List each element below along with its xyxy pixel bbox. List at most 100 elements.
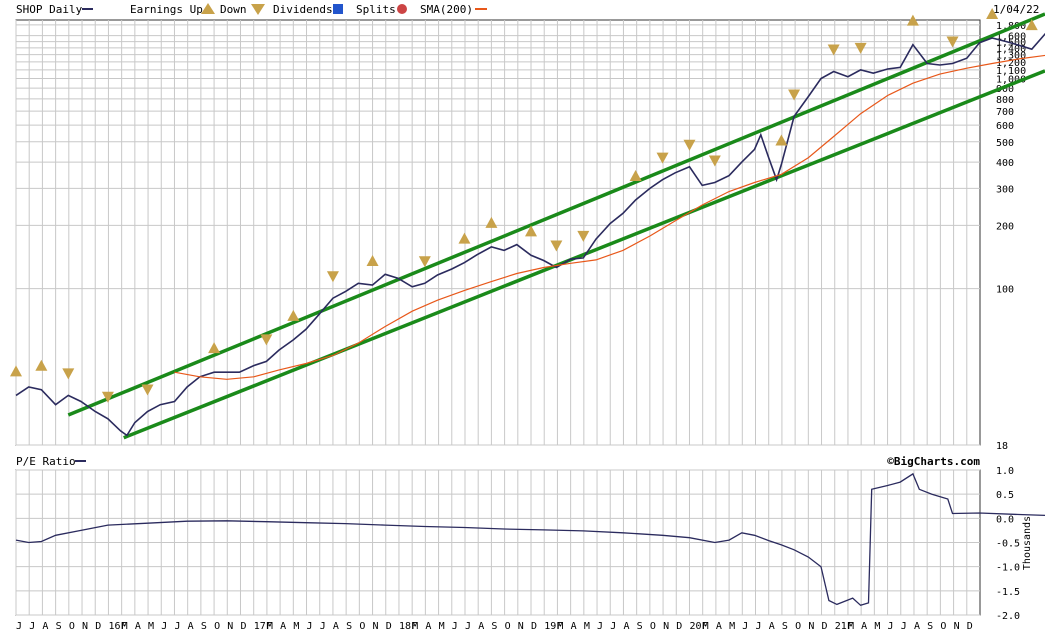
pe-line	[15, 472, 1045, 607]
x-tick-label: O	[650, 621, 656, 632]
x-tick-label: D	[822, 621, 828, 632]
x-tick-label: A	[478, 621, 484, 632]
x-tick-label: A	[716, 621, 722, 632]
x-tick-label: N	[373, 621, 379, 632]
x-tick-label: N	[82, 621, 88, 632]
earnings-down-icon	[577, 230, 590, 242]
earnings-up-icon	[458, 232, 471, 244]
price-y-axis: 1,8001,6001,5001,4001,3001,2001,1001,000…	[996, 21, 1026, 452]
y-tick-label: 0.0	[996, 514, 1014, 525]
x-tick-label: D	[240, 621, 246, 632]
x-tick-label: J	[597, 621, 603, 632]
x-tick-label: J	[320, 621, 326, 632]
x-tick-label: A	[280, 621, 286, 632]
x-tick-label: M	[412, 621, 418, 632]
x-tick-label: A	[861, 621, 867, 632]
x-tick-label: 16F	[108, 621, 126, 632]
x-tick-label: D	[967, 621, 973, 632]
pe-panel: P/E Ratio ©BigCharts.com 1.0 0.5 0.0 -0.5 -1…	[15, 453, 1045, 622]
earnings-down-icon	[854, 42, 867, 54]
x-tick-label: A	[914, 621, 920, 632]
x-tick-label: S	[56, 621, 62, 632]
trend-upper-line	[67, 12, 1045, 417]
x-tick-label: D	[676, 621, 682, 632]
earnings-up-icon	[366, 255, 379, 267]
earnings-down-icon	[946, 36, 959, 48]
x-tick-label: A	[188, 621, 194, 632]
earnings-up-icon	[10, 365, 22, 377]
earnings-down-icon	[827, 44, 840, 56]
earnings-up-icon	[525, 225, 538, 237]
y-tick-label: 200	[996, 221, 1014, 232]
x-tick-label: 21F	[835, 621, 853, 632]
earnings-up-icon	[906, 14, 919, 26]
x-tick-label: N	[954, 621, 960, 632]
x-tick-label: D	[95, 621, 101, 632]
legend-row: SHOP Daily Earnings Up Down Dividends Sp…	[16, 3, 1039, 16]
earnings-down-icon	[788, 89, 801, 101]
y-tick-label: 18	[996, 441, 1008, 452]
y-tick-label: 100	[996, 285, 1014, 296]
x-tick-label: M	[703, 621, 709, 632]
y-tick-label: 1,300	[996, 51, 1026, 62]
y-tick-label: 300	[996, 184, 1014, 195]
y-tick-label: 800	[996, 95, 1014, 106]
x-tick-label: M	[122, 621, 128, 632]
x-tick-label: A	[42, 621, 48, 632]
y-tick-label: -2.0	[996, 611, 1020, 622]
pe-legend-label: P/E Ratio	[16, 455, 76, 468]
x-tick-label: N	[227, 621, 233, 632]
x-tick-label: J	[756, 621, 762, 632]
x-tick-label: O	[940, 621, 946, 632]
x-tick-label: D	[386, 621, 392, 632]
x-tick-label: A	[135, 621, 141, 632]
x-tick-label: J	[16, 621, 22, 632]
earnings-up-icon	[986, 7, 999, 19]
x-tick-label: M	[874, 621, 880, 632]
x-tick-label: 20F	[689, 621, 707, 632]
x-tick-label: J	[174, 621, 180, 632]
y-tick-label: 0.5	[996, 490, 1014, 501]
legend-dividends-icon	[333, 4, 343, 14]
y-tick-label: 1.0	[996, 466, 1014, 477]
y-tick-label: 1,000	[996, 75, 1026, 86]
pe-header-bar	[16, 453, 980, 468]
earnings-down-icon	[101, 391, 114, 403]
earnings-down-icon	[656, 152, 669, 164]
x-tick-label: M	[148, 621, 154, 632]
earnings-down-icon	[683, 139, 696, 151]
y-tick-label: 1,600	[996, 32, 1026, 43]
price-line	[15, 32, 1045, 437]
x-tick-label: A	[769, 621, 775, 632]
trend-channel	[67, 12, 1045, 440]
x-tick-label: M	[439, 621, 445, 632]
legend-dividends-label: Dividends	[273, 3, 333, 16]
price-panel: 1,8001,6001,5001,4001,3001,2001,1001,000…	[10, 7, 1045, 452]
x-tick-label: N	[518, 621, 524, 632]
earnings-up-icon	[287, 309, 300, 321]
y-tick-label: 1,100	[996, 66, 1026, 77]
date-label: 1/04/22	[993, 3, 1039, 16]
price-series-group	[15, 32, 1045, 437]
x-tick-label: O	[795, 621, 801, 632]
x-tick-label: D	[531, 621, 537, 632]
earnings-up-icon	[1025, 19, 1038, 31]
legend-earnings-up-icon	[201, 3, 215, 14]
earnings-up-icon	[208, 342, 221, 354]
x-tick-label: J	[465, 621, 471, 632]
price-plot-area	[15, 19, 981, 446]
legend-earnings-down-icon	[251, 4, 265, 15]
x-tick-label: S	[491, 621, 497, 632]
x-tick-label: J	[742, 621, 748, 632]
x-tick-label: J	[888, 621, 894, 632]
legend-down-label: Down	[220, 3, 247, 16]
x-tick-label: A	[623, 621, 629, 632]
x-tick-label: M	[729, 621, 735, 632]
legend-series-label: SHOP Daily	[16, 3, 83, 16]
earnings-up-icon	[775, 134, 788, 146]
earnings-markers	[10, 7, 1038, 403]
x-tick-label: O	[214, 621, 220, 632]
y-tick-label: -1.0	[996, 563, 1020, 574]
pe-y-axis-label: Thousands	[1022, 516, 1033, 570]
